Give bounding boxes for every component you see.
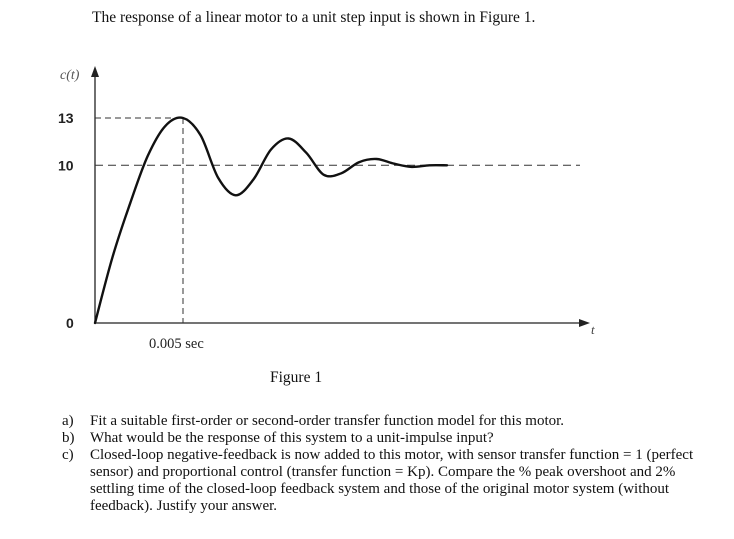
y-axis-arrowhead: [91, 66, 99, 77]
y-tick-label: 13: [58, 110, 74, 126]
chart-guides: [95, 117, 580, 323]
question-text: What would be the response of this syste…: [90, 430, 494, 446]
figure-caption: Figure 1: [270, 369, 323, 386]
chart-axes: [91, 66, 590, 327]
question-item: a) Fit a suitable first-order or second-…: [62, 413, 722, 430]
step-response-figure: c(t) 13 10 0 0.005 sec t: [58, 66, 595, 352]
question-text: Closed-loop negative-feedback is now add…: [90, 447, 694, 514]
question-text: Fit a suitable first-order or second-ord…: [90, 413, 565, 429]
intro-text: The response of a linear motor to a unit…: [92, 9, 536, 26]
x-axis-arrowhead: [579, 319, 590, 327]
question-item: c) Closed-loop negative-feedback is now …: [62, 447, 722, 515]
response-curve: [93, 116, 449, 325]
chart-curve-layer: [93, 116, 449, 325]
question-marker: a): [62, 413, 74, 429]
y-tick-label: 10: [58, 157, 74, 173]
question-marker: b): [62, 430, 75, 446]
x-axis-label: t: [591, 322, 595, 337]
y-axis-label: c(t): [60, 68, 80, 83]
question-marker: c): [62, 447, 74, 463]
x-tick-label: 0.005 sec: [149, 336, 204, 352]
chart-labels: c(t) 13 10 0 0.005 sec t: [58, 68, 595, 352]
y-tick-label: 0: [66, 315, 74, 331]
question-list: a) Fit a suitable first-order or second-…: [62, 413, 722, 515]
question-item: b) What would be the response of this sy…: [62, 430, 722, 447]
